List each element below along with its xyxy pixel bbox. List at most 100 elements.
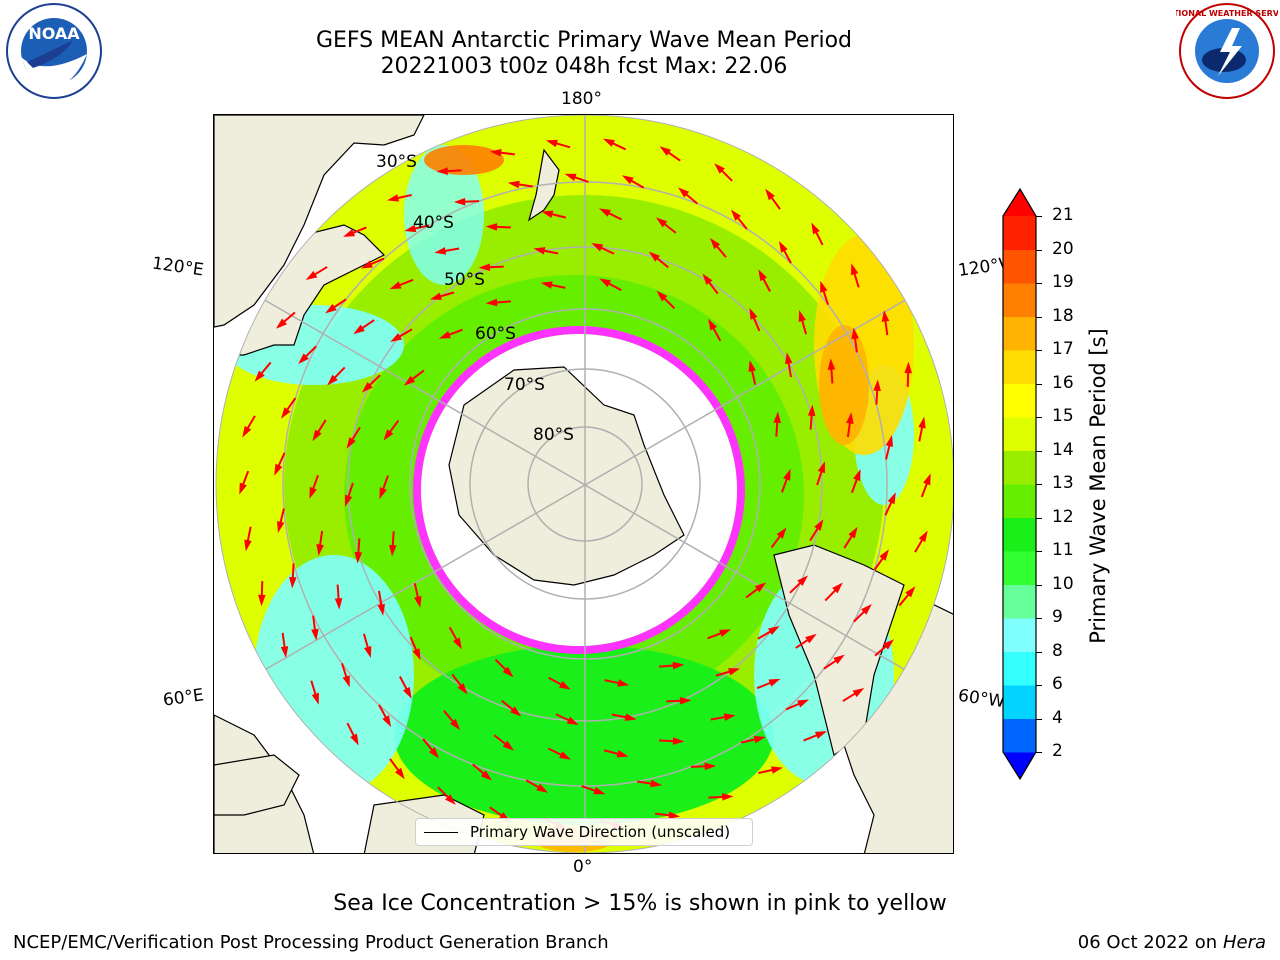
colorbar-tick-label: 18 [1052,305,1074,326]
colorbar-tick-mark [1036,484,1042,485]
map-legend: Primary Wave Direction (unscaled) [415,818,753,846]
wave-arrow-head [449,718,461,731]
wave-arrow-head [848,526,858,539]
wave-arrow-head [852,687,865,698]
wave-arrow-head [489,149,502,157]
wave-arrow-head [709,237,721,250]
colorbar-tick-mark [1036,517,1042,519]
lon-label-60w: 60°W [956,685,1007,713]
wave-arrow-head [480,770,492,781]
lat-label-30s: 30°S [376,152,417,172]
wave-arrow-head [453,637,462,650]
colorbar-tick-label: 9 [1052,607,1063,627]
wave-arrow-head [758,269,767,282]
wave-arrow-head [309,486,317,499]
wave-arrow-head [650,779,663,788]
wave-arrow-head [883,639,895,650]
wave-arrow-head [814,731,827,739]
wave-arrow-head [602,138,615,147]
wave-arrow-head [679,696,692,705]
wave-arrow-head [805,633,817,644]
colorbar-tick-mark [1036,685,1042,686]
wave-arrow-head [345,494,353,507]
lon-label-180: 180° [561,89,602,109]
wave-arrow-head [383,429,394,441]
wave-arrow-head [881,310,890,322]
wave-arrow-head [244,539,252,552]
wave-arrow-head [258,594,266,607]
wave-arrow-head [672,661,685,670]
wave-arrow-head [377,603,385,616]
wave-arrow-head [566,716,579,725]
wave-arrow-head [918,530,928,543]
wave-arrow-head [753,735,766,744]
chart-title: GEFS MEAN Antarctic Primary Wave Mean Pe… [315,28,853,53]
colorbar-tick-label: 11 [1052,540,1074,560]
wave-arrow-head [655,217,668,228]
colorbar-tick-label: 8 [1052,640,1063,661]
wave-arrow-head [879,549,889,561]
wave-arrow-head [814,519,824,531]
wave-arrow-head [768,678,781,687]
wave-arrow-head [334,598,343,610]
wave-arrow-head [350,733,359,746]
wave-arrow-head [281,407,291,419]
colorbar-tick-mark [1036,283,1042,284]
colorbar-block [1003,216,1036,250]
colorbar-block [1003,484,1036,518]
wave-arrow-head [436,167,448,175]
wave-arrow-head [457,683,468,695]
wave-arrow-head [905,586,916,598]
colorbar-tick-mark [1036,417,1042,418]
wave-arrow-head [382,715,392,728]
colorbar-tick-mark [1036,651,1042,653]
colorbar-tick-label: 4 [1052,707,1063,728]
wave-arrow-head [807,404,816,417]
wave-arrow-head [298,353,309,364]
wave-arrow-head [559,751,571,760]
wave-arrow-head [748,360,756,373]
wave-arrow-head [723,713,736,721]
colorbar-extend-low [1003,752,1036,779]
colorbar-block [1003,651,1036,686]
lat-label-50s: 50°S [444,270,485,290]
colorbar-block [1003,551,1036,585]
colorbar-block [1003,584,1036,619]
wave-arrow-head [797,699,810,708]
map-panel [213,114,954,854]
wave-arrow-head [389,544,397,557]
colorbar-tick-mark [1036,618,1042,619]
colorbar-tick-mark [1036,316,1042,318]
wave-arrow-head [599,278,612,288]
wave-arrow-head [485,298,498,307]
wave-arrow-head [616,750,629,758]
wave-arrow-head [820,280,828,293]
wave-arrow-head [342,675,350,688]
wave-arrow-head [811,222,820,235]
wave-arrow-head [708,318,717,331]
wave-arrow-head [353,324,365,335]
wave-arrow-head [704,762,717,771]
footer-credit: NCEP/EMC/Verification Post Processing Pr… [13,932,609,953]
wave-arrow-head [765,188,775,201]
wave-arrow-head [918,416,926,429]
colorbar-block [1003,718,1036,753]
wave-arrow-head [885,435,893,448]
colorbar-tick-label: 14 [1052,439,1074,460]
wave-arrow-head [783,468,791,481]
sea-ice-note: Sea Ice Concentration > 15% is shown in … [333,891,947,916]
wave-arrow-head [648,251,660,262]
wave-direction-arrows [239,138,931,830]
wave-arrow-head [719,629,732,637]
wave-arrow-head [434,247,447,255]
colorbar-tick-mark [1036,450,1042,452]
wave-arrow-head [485,223,498,231]
colorbar-tick-mark [1036,249,1042,251]
wave-arrow-head [853,469,861,482]
wave-arrow-head [346,437,356,449]
wave-arrow-head [778,240,788,253]
wave-arrow-head [327,374,338,386]
colorbar-tick-mark [1036,752,1042,753]
wave-arrow-head [593,786,606,795]
wave-arrow-head [502,740,515,751]
